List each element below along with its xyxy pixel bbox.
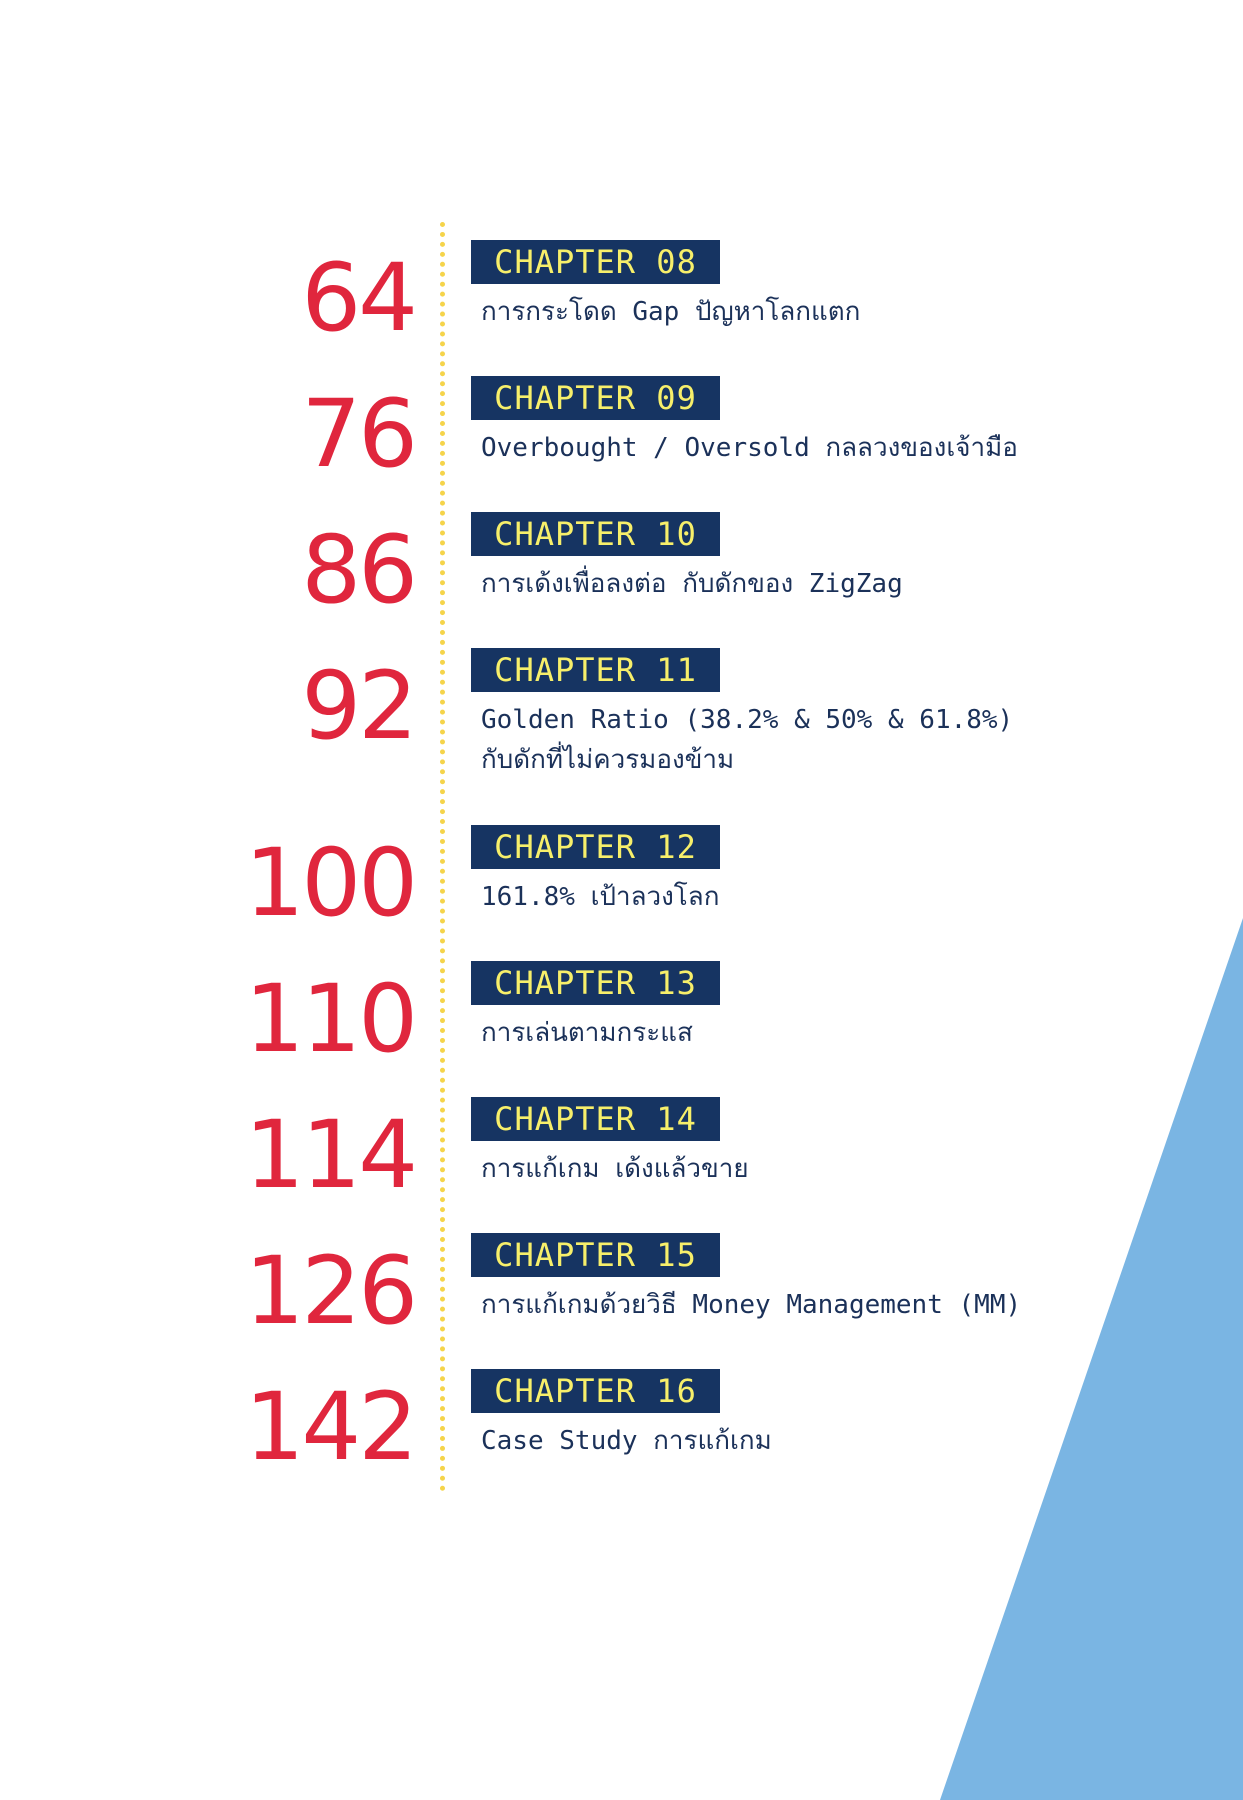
chapter-badge: CHAPTER 13 [471, 961, 720, 1005]
chapter-title: การแก้เกม เด้งแล้วขาย [481, 1154, 749, 1184]
page-number: 142 [244, 1373, 418, 1482]
chapter-title: การเล่นตามกระแส [481, 1018, 693, 1048]
dotted-divider [440, 222, 445, 1492]
page-number: 76 [301, 380, 418, 489]
chapter-title: Case Study การแก้เกม [481, 1426, 772, 1456]
chapter-badge: CHAPTER 09 [471, 376, 720, 420]
chapter-badge: CHAPTER 11 [471, 648, 720, 692]
chapter-badge: CHAPTER 12 [471, 825, 720, 869]
chapter-badge: CHAPTER 10 [471, 512, 720, 556]
page-number: 100 [244, 829, 418, 938]
chapter-badge: CHAPTER 16 [471, 1369, 720, 1413]
page-number: 92 [301, 652, 418, 761]
chapter-badge: CHAPTER 08 [471, 240, 720, 284]
chapter-title: การเด้งเพื่อลงต่อ กับดักของ ZigZag [481, 569, 903, 599]
chapter-badge: CHAPTER 14 [471, 1097, 720, 1141]
chapter-title: การแก้เกมด้วยวิธี Money Management (MM) [481, 1290, 1022, 1320]
page-number: 114 [244, 1101, 418, 1210]
page-number: 64 [301, 244, 418, 353]
page-number: 110 [244, 965, 418, 1074]
chapter-title: การกระโดด Gap ปัญหาโลกแตก [481, 297, 861, 327]
chapter-title: Golden Ratio (38.2% & 50% & 61.8%) กับดั… [481, 705, 1014, 775]
chapter-title: Overbought / Oversold กลลวงของเจ้ามือ [481, 433, 1018, 463]
chapter-badge: CHAPTER 15 [471, 1233, 720, 1277]
chapter-title: 161.8% เป้าลวงโลก [481, 882, 720, 912]
page-number: 126 [244, 1237, 418, 1346]
page-number: 86 [301, 516, 418, 625]
